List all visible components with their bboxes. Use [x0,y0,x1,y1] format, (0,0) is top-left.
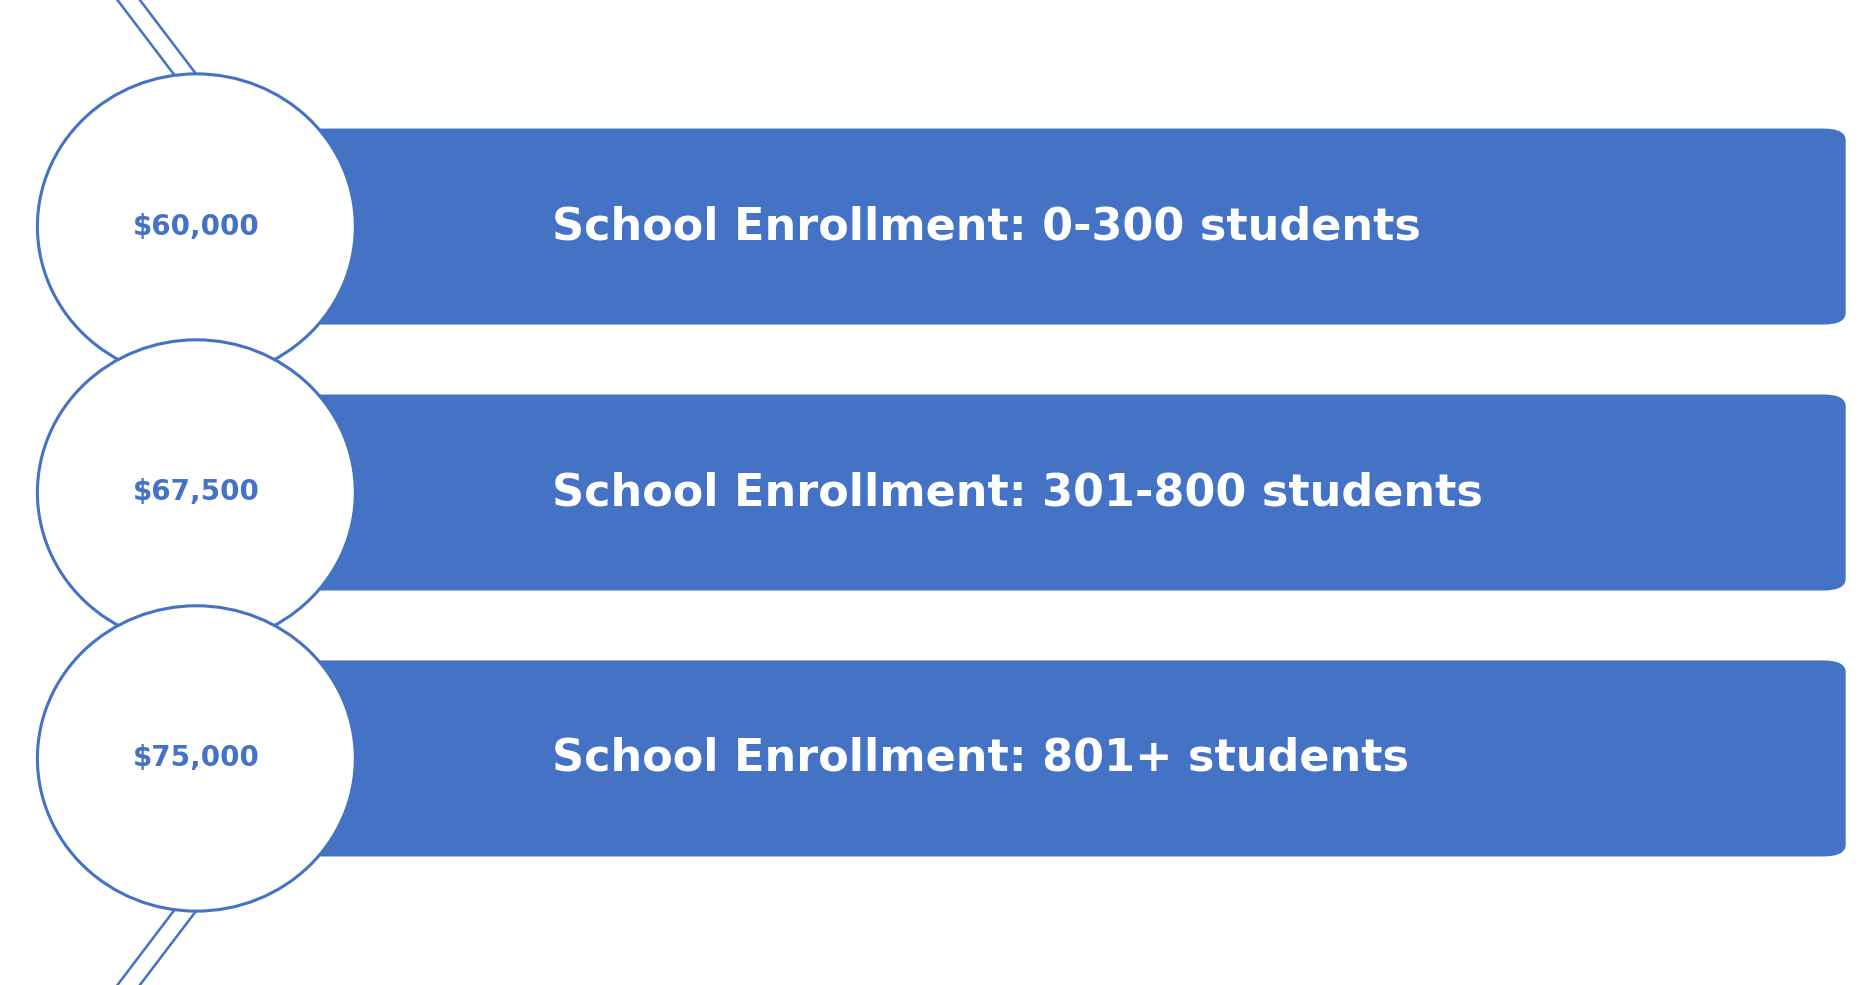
FancyBboxPatch shape [267,660,1846,856]
Ellipse shape [37,74,355,379]
Text: School Enrollment: 801+ students: School Enrollment: 801+ students [552,737,1408,780]
FancyBboxPatch shape [267,395,1846,591]
Ellipse shape [37,606,355,911]
Text: $67,500: $67,500 [133,479,260,506]
Text: $75,000: $75,000 [133,745,260,772]
Text: School Enrollment: 301-800 students: School Enrollment: 301-800 students [552,471,1483,514]
Text: School Enrollment: 0-300 students: School Enrollment: 0-300 students [552,205,1421,248]
Ellipse shape [37,340,355,645]
FancyBboxPatch shape [267,128,1846,325]
Text: $60,000: $60,000 [133,213,260,240]
